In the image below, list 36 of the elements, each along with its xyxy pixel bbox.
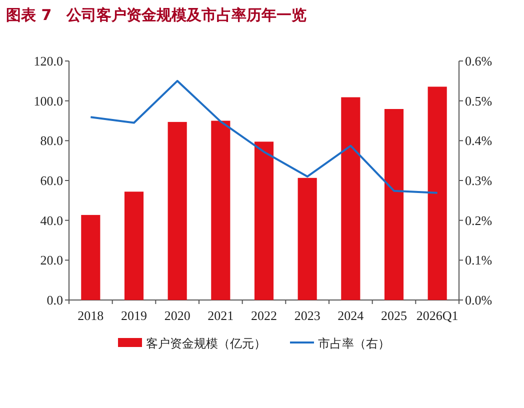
bar bbox=[428, 86, 447, 300]
y2-tick-label: 0.4% bbox=[465, 133, 492, 148]
legend-label: 客户资金规模（亿元） bbox=[146, 336, 266, 350]
x-tick-label: 2026Q1 bbox=[416, 308, 458, 323]
y2-tick-label: 0.3% bbox=[465, 173, 492, 188]
x-tick-label: 2019 bbox=[121, 308, 147, 323]
legend-label: 市占率（右） bbox=[318, 336, 390, 350]
y-tick-label: 0.0 bbox=[46, 292, 63, 308]
y2-tick-label: 0.5% bbox=[465, 93, 492, 108]
x-tick-label: 2018 bbox=[78, 308, 104, 323]
y2-tick-label: 0.2% bbox=[465, 212, 492, 228]
x-tick-label: 2021 bbox=[208, 308, 234, 323]
y2-tick-label: 0.0% bbox=[465, 292, 492, 308]
y-tick-label: 20.0 bbox=[40, 252, 63, 268]
chart-title: 图表 7 公司客户资金规模及市占率历年一览 bbox=[6, 6, 307, 24]
x-tick-label: 2024 bbox=[338, 308, 364, 323]
bar bbox=[254, 142, 274, 300]
y-tick-label: 60.0 bbox=[40, 173, 63, 188]
line-series bbox=[90, 80, 438, 194]
x-tick-label: 2022 bbox=[251, 308, 277, 323]
x-tick-label: 2020 bbox=[164, 308, 190, 323]
bar bbox=[341, 97, 360, 300]
y-tick-label: 40.0 bbox=[40, 212, 63, 228]
y-tick-label: 100.0 bbox=[34, 93, 63, 108]
x-tick-label: 2023 bbox=[294, 308, 320, 323]
bar bbox=[81, 214, 100, 300]
y2-tick-label: 0.6% bbox=[465, 54, 492, 68]
y-tick-label: 120.0 bbox=[34, 54, 63, 68]
y2-tick-label: 0.1% bbox=[465, 252, 492, 268]
bar bbox=[298, 178, 317, 300]
x-tick-label: 2025 bbox=[381, 308, 407, 323]
bar bbox=[168, 122, 187, 300]
bar bbox=[124, 192, 144, 300]
bar bbox=[384, 109, 404, 300]
bar bbox=[211, 120, 230, 300]
y-tick-label: 80.0 bbox=[40, 133, 63, 148]
